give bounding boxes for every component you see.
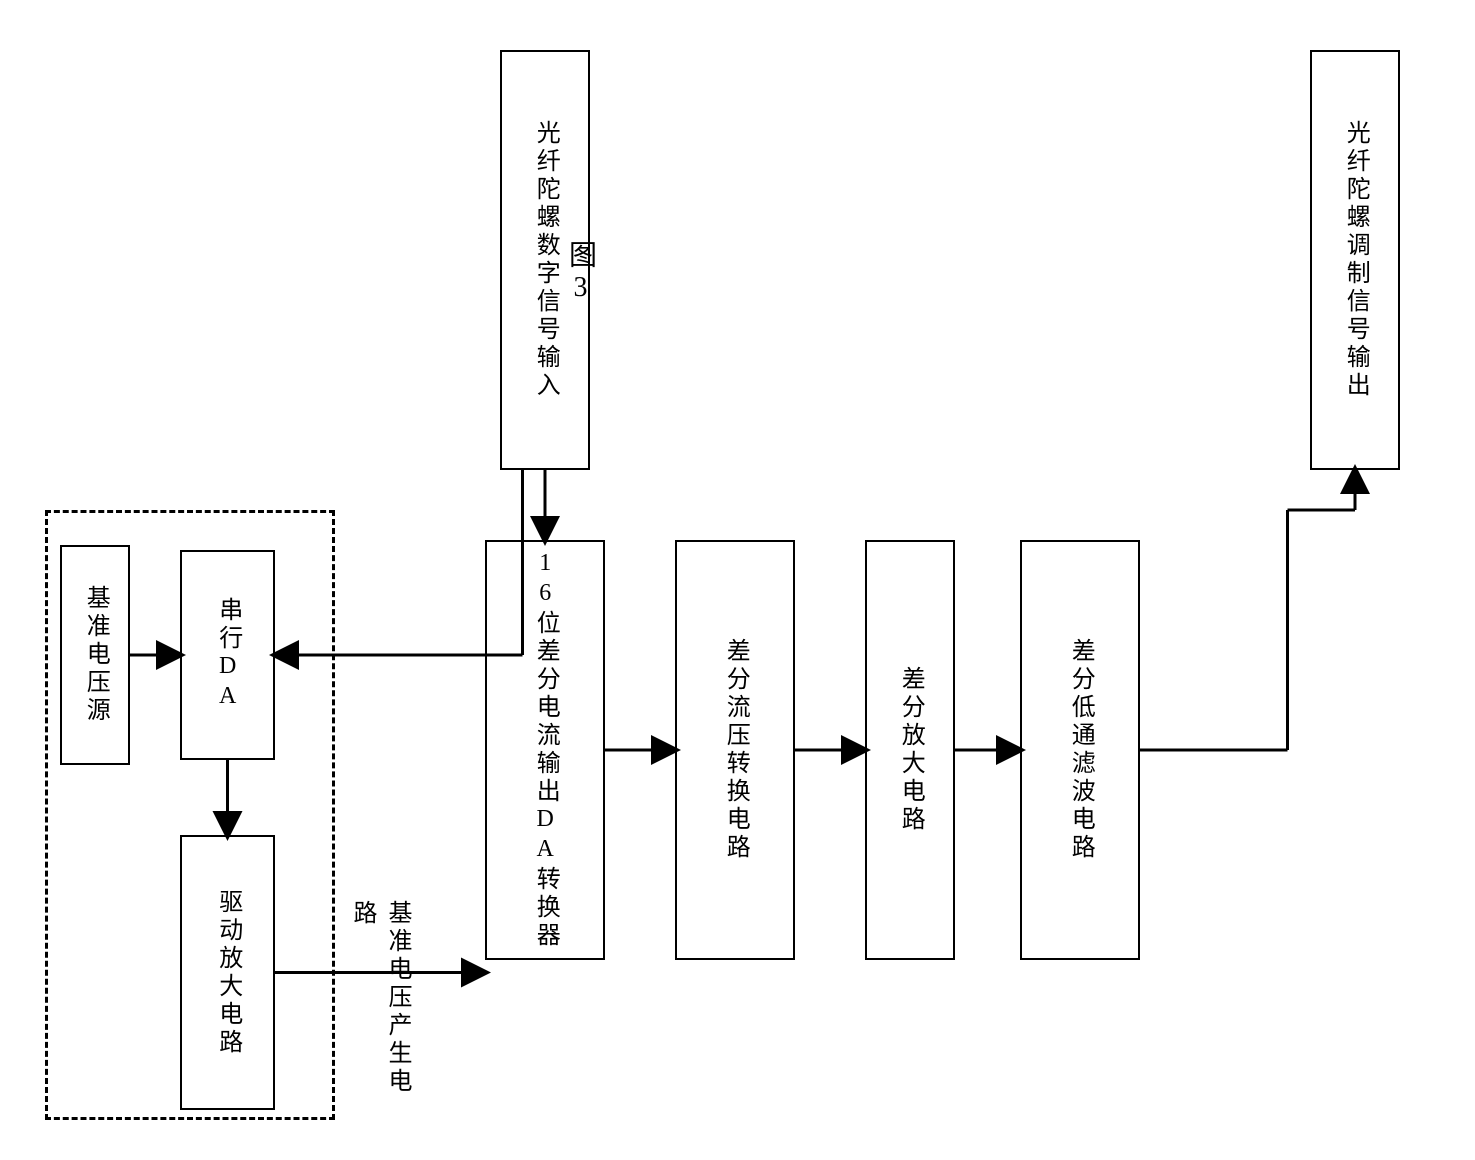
node-output: 光纤陀螺调制信号输出 — [1310, 50, 1400, 470]
node-label-diffAmp: 差分放大电路 — [891, 666, 929, 834]
node-label-input: 光纤陀螺数字信号输入 — [526, 120, 564, 400]
reference-voltage-group-label: 基准电压产生电路 — [345, 900, 415, 1120]
node-label-dac16: 16位差分电流输出DA转换器 — [526, 550, 564, 950]
node-label-ivconv: 差分流压转换电路 — [716, 638, 754, 862]
node-lpf: 差分低通滤波电路 — [1020, 540, 1140, 960]
node-label-lpf: 差分低通滤波电路 — [1061, 638, 1099, 862]
node-ivconv: 差分流压转换电路 — [675, 540, 795, 960]
node-label-output: 光纤陀螺调制信号输出 — [1336, 120, 1374, 400]
node-dac16: 16位差分电流输出DA转换器 — [485, 540, 605, 960]
reference-voltage-group — [45, 510, 335, 1120]
figure-label: 图3 — [560, 240, 600, 307]
node-diffAmp: 差分放大电路 — [865, 540, 955, 960]
